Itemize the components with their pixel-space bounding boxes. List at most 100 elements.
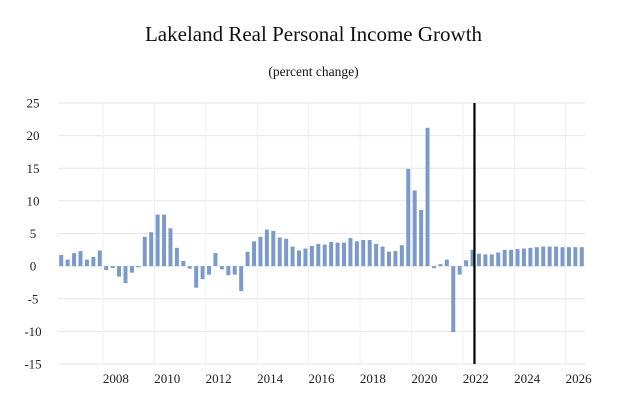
bar [264, 229, 269, 267]
x-tick-label: 2020 [411, 371, 437, 386]
y-tick-label: 25 [27, 96, 40, 111]
bar [284, 238, 289, 267]
bar [528, 247, 533, 267]
bar [412, 190, 417, 267]
y-axis-ticks: -15 -10 -5 0 5 10 15 20 25 [24, 96, 41, 372]
bar [380, 246, 385, 267]
bar [78, 251, 83, 267]
x-tick-label: 2026 [566, 371, 593, 386]
bar [129, 266, 134, 273]
bar [149, 232, 154, 267]
bar [252, 241, 257, 267]
bar [560, 247, 565, 267]
bar [97, 250, 102, 267]
bar [476, 253, 481, 267]
bar [258, 236, 263, 267]
bar [438, 264, 443, 267]
bar [226, 266, 231, 276]
bar [354, 241, 359, 267]
bar [239, 266, 244, 291]
chart-subtitle: (percent change) [268, 64, 359, 79]
bar [470, 249, 475, 267]
chart-title: Lakeland Real Personal Income Growth [144, 22, 483, 46]
bar [219, 266, 224, 270]
x-tick-label: 2018 [360, 371, 386, 386]
bar [187, 266, 192, 269]
bar [194, 266, 199, 288]
bar [425, 127, 430, 267]
bar [110, 266, 115, 269]
bar [496, 252, 501, 267]
bar [309, 245, 314, 267]
bar [348, 238, 353, 267]
bar [91, 256, 96, 267]
grid-lines [58, 102, 585, 365]
bar [541, 246, 546, 267]
bar [457, 266, 462, 275]
bar [200, 266, 205, 280]
bar [489, 254, 494, 267]
bar [399, 245, 404, 267]
x-tick-label: 2012 [206, 371, 232, 386]
bar [566, 247, 571, 267]
bar [483, 254, 488, 267]
bar [393, 251, 398, 267]
bar [386, 251, 391, 267]
bar [245, 251, 250, 267]
y-tick-label: -10 [24, 324, 41, 339]
bar [322, 244, 327, 267]
bar [547, 246, 552, 267]
y-tick-label: -5 [28, 291, 39, 306]
bar [72, 253, 77, 267]
bar [406, 168, 411, 267]
bar [515, 249, 520, 267]
bar [277, 237, 282, 267]
x-tick-label: 2008 [103, 371, 129, 386]
bar [303, 248, 308, 267]
x-tick-label: 2014 [257, 371, 284, 386]
bar [232, 266, 237, 275]
bar [316, 243, 321, 267]
y-tick-label: 15 [27, 161, 40, 176]
bar [181, 260, 186, 267]
bar [329, 241, 334, 267]
x-tick-label: 2022 [463, 371, 489, 386]
bar [136, 266, 141, 268]
bar [431, 266, 436, 269]
bar [509, 249, 514, 267]
y-tick-label: 5 [30, 226, 37, 241]
bar [464, 260, 469, 267]
bar [213, 253, 218, 267]
bar [502, 249, 507, 267]
x-tick-label: 2024 [514, 371, 541, 386]
bar [521, 248, 526, 267]
bar [155, 214, 160, 267]
bar [65, 259, 70, 267]
x-tick-label: 2016 [309, 371, 336, 386]
bar [444, 259, 449, 267]
bar [534, 247, 539, 267]
bar [335, 242, 340, 267]
x-axis-ticks: 2008 2010 2012 2014 2016 2018 2020 2022 2024 2026 [103, 371, 592, 386]
bar [104, 266, 109, 271]
bar [342, 242, 346, 267]
bar [579, 247, 584, 267]
bar [290, 246, 295, 267]
bar [374, 243, 379, 267]
bars [59, 127, 584, 333]
bar [174, 247, 179, 267]
bar [59, 255, 64, 267]
bar [419, 210, 424, 267]
bar [361, 240, 366, 267]
bar [168, 228, 173, 267]
bar [123, 266, 128, 284]
x-tick-label: 2010 [154, 371, 180, 386]
bar [554, 246, 559, 267]
y-tick-label: 10 [27, 193, 40, 208]
bar [162, 214, 167, 267]
bar [84, 259, 89, 267]
bar [573, 247, 578, 267]
bar [117, 266, 122, 277]
y-tick-label: -15 [24, 357, 41, 372]
